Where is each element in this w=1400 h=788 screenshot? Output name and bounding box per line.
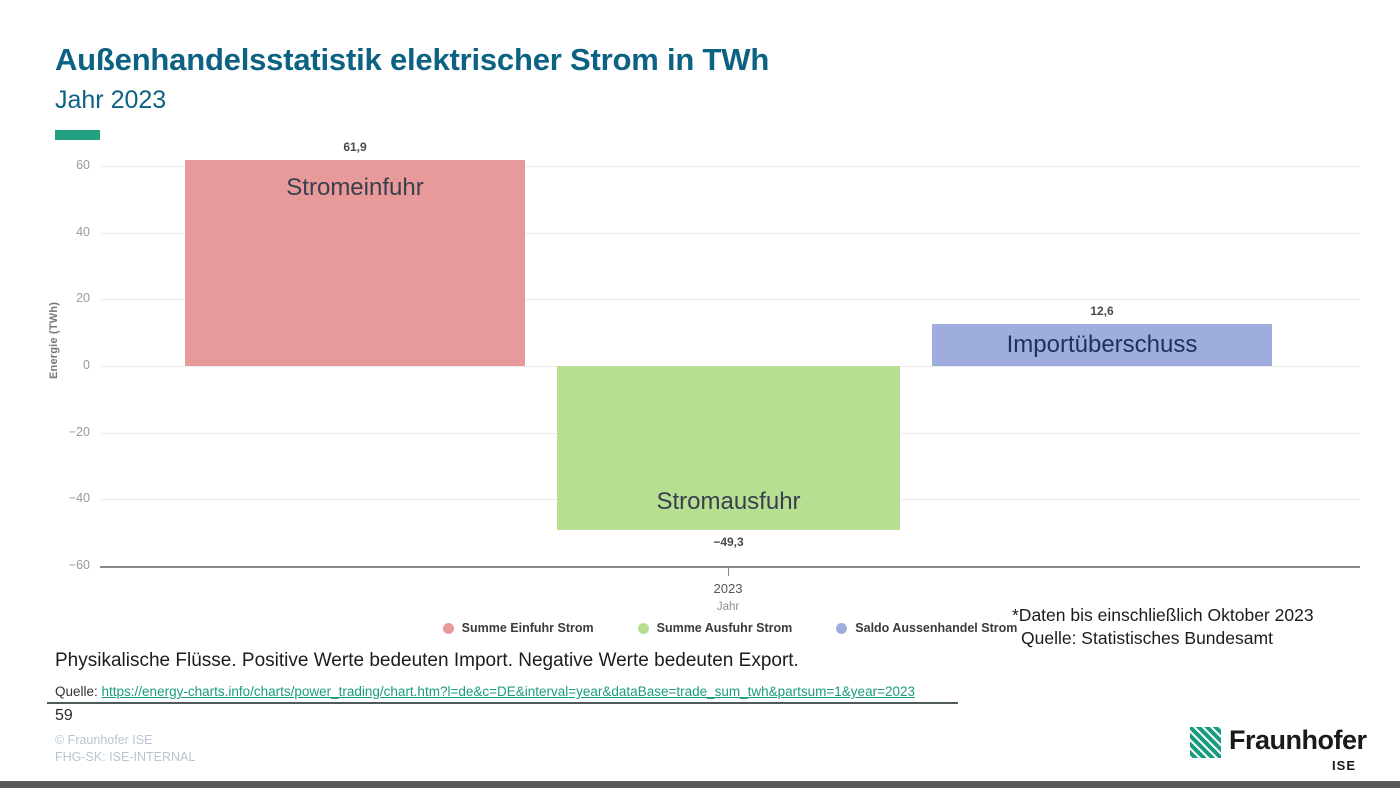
data-note-line2: Quelle: Statistisches Bundesamt bbox=[1021, 628, 1273, 648]
y-tick-label: −40 bbox=[68, 491, 90, 506]
bar-label: Stromeinfuhr bbox=[286, 173, 424, 201]
y-tick-label: 60 bbox=[76, 158, 90, 173]
gridline bbox=[100, 166, 1360, 168]
bar-label: Importüberschuss bbox=[1006, 331, 1198, 359]
fraunhofer-logo-icon bbox=[1190, 727, 1221, 758]
bar-value-label: −49,3 bbox=[713, 535, 744, 550]
x-axis-line bbox=[100, 565, 1360, 568]
source-link[interactable]: https://energy-charts.info/charts/power_… bbox=[101, 684, 915, 699]
legend-label: Summe Ausfuhr Strom bbox=[656, 621, 793, 635]
chart-description: Physikalische Flüsse. Positive Werte bed… bbox=[55, 650, 799, 671]
x-tick-label: 2023 bbox=[713, 581, 743, 596]
legend-dot-icon bbox=[637, 622, 649, 634]
page-subtitle: Jahr 2023 bbox=[55, 86, 167, 114]
fraunhofer-logo: Fraunhofer ISE bbox=[1190, 724, 1367, 773]
bottom-bar bbox=[0, 781, 1400, 788]
legend-label: Saldo Aussenhandel Strom bbox=[855, 621, 1018, 635]
gridline bbox=[100, 299, 1360, 301]
y-axis-title: Energie (TWh) bbox=[48, 301, 60, 379]
source-label: Quelle: bbox=[55, 684, 102, 699]
legend-dot-icon bbox=[836, 622, 848, 634]
bar-stromeinfuhr: Stromeinfuhr bbox=[185, 159, 525, 366]
legend-label: Summe Einfuhr Strom bbox=[461, 621, 594, 635]
footer-classification: FHG-SK: ISE-INTERNAL bbox=[55, 750, 196, 764]
source-row: Quelle: https://energy-charts.info/chart… bbox=[55, 684, 915, 699]
chart-legend: Summe Einfuhr Strom Summe Ausfuhr Strom … bbox=[100, 621, 1360, 635]
legend-item-ausfuhr: Summe Ausfuhr Strom bbox=[637, 621, 793, 635]
bar-value-label: 61,9 bbox=[343, 139, 367, 154]
bar-label: Stromausfuhr bbox=[656, 488, 801, 516]
legend-dot-icon bbox=[442, 622, 454, 634]
x-axis-title: Jahr bbox=[716, 601, 740, 613]
footer-copyright: © Fraunhofer ISE bbox=[55, 733, 153, 747]
fraunhofer-logo-sub: ISE bbox=[1332, 758, 1356, 773]
legend-item-saldo: Saldo Aussenhandel Strom bbox=[836, 621, 1017, 635]
bar-stromausfuhr: Stromausfuhr bbox=[557, 366, 900, 531]
legend-item-einfuhr: Summe Einfuhr Strom bbox=[442, 621, 594, 635]
footer-divider bbox=[47, 702, 958, 704]
page-number: 59 bbox=[55, 707, 73, 724]
bar-value-label: 12,6 bbox=[1090, 304, 1114, 319]
data-note: *Daten bis einschließlich Oktober 2023 Q… bbox=[1012, 604, 1314, 650]
y-tick-label: 40 bbox=[76, 224, 90, 239]
fraunhofer-logo-text: Fraunhofer bbox=[1229, 725, 1367, 755]
bar-importueberschuss: Importüberschuss bbox=[932, 324, 1272, 366]
gridline bbox=[100, 232, 1360, 234]
y-tick-label: 0 bbox=[83, 358, 90, 372]
y-tick-label: 20 bbox=[76, 291, 90, 306]
x-tick-mark bbox=[728, 566, 729, 576]
data-note-line1: *Daten bis einschließlich Oktober 2023 bbox=[1012, 605, 1314, 625]
y-tick-label: −60 bbox=[68, 557, 90, 572]
y-tick-label: −20 bbox=[68, 424, 90, 439]
accent-bar bbox=[55, 130, 100, 140]
page-title: Außenhandelsstatistik elektrischer Strom… bbox=[55, 42, 770, 77]
